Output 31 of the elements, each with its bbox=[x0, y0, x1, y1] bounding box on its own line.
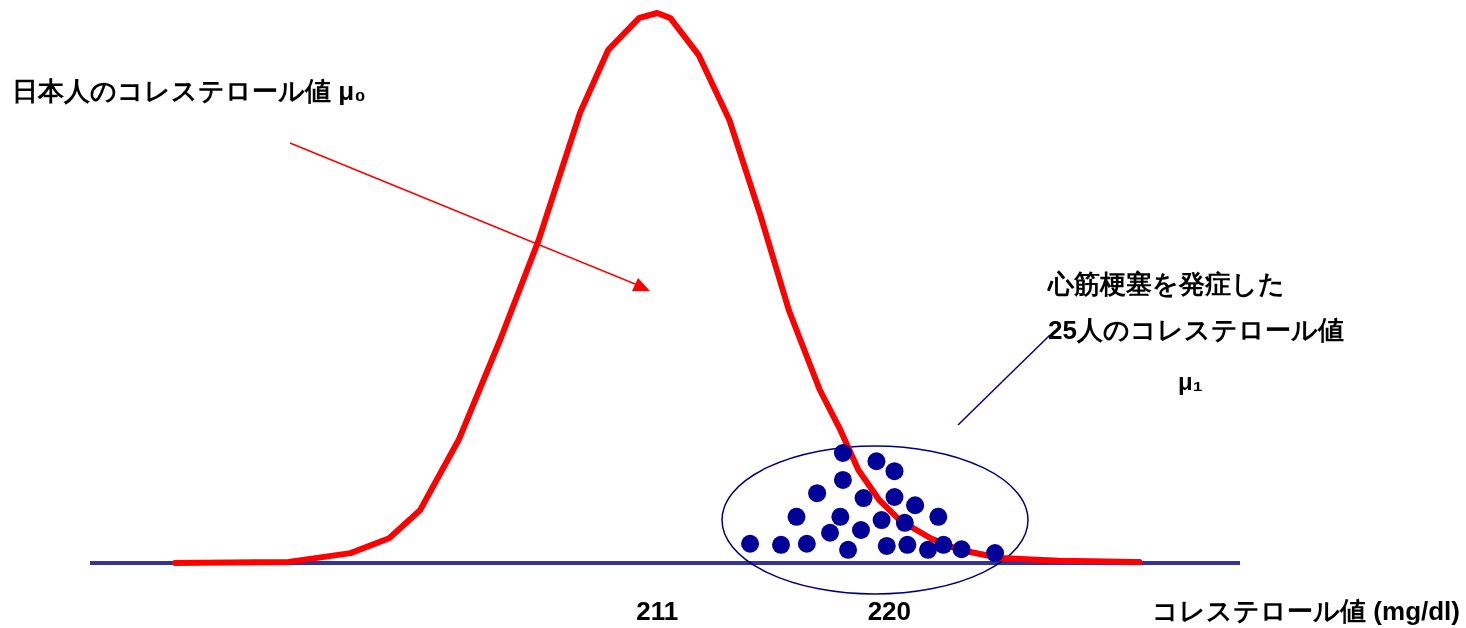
point bbox=[821, 523, 840, 542]
point bbox=[919, 540, 937, 559]
point bbox=[808, 484, 827, 503]
point bbox=[787, 507, 806, 526]
point bbox=[772, 535, 791, 554]
point bbox=[895, 513, 914, 532]
x-tick-label: 220 bbox=[867, 596, 912, 626]
point bbox=[877, 536, 896, 555]
point bbox=[797, 534, 816, 553]
x-axis-title: コレステロール値 (mg/dl) bbox=[1152, 596, 1460, 626]
point bbox=[872, 511, 891, 530]
annotation: μ₁ bbox=[1178, 368, 1203, 395]
annotation: 心筋梗塞を発症した 25人のコレステロール値 bbox=[1046, 269, 1344, 345]
point bbox=[934, 535, 953, 554]
point bbox=[831, 507, 850, 526]
point bbox=[885, 462, 904, 481]
point bbox=[833, 470, 852, 489]
annotation: 日本人のコレステロール値 μ₀ bbox=[12, 76, 366, 106]
point bbox=[839, 540, 858, 559]
point bbox=[929, 507, 948, 526]
point bbox=[851, 521, 870, 539]
point bbox=[906, 496, 925, 515]
point bbox=[867, 452, 886, 471]
point bbox=[898, 535, 917, 554]
point bbox=[741, 534, 760, 553]
point bbox=[986, 544, 1005, 563]
point bbox=[854, 489, 873, 508]
x-tick-label: 211 bbox=[636, 596, 679, 626]
point bbox=[833, 444, 852, 462]
point bbox=[885, 488, 904, 506]
point bbox=[952, 540, 971, 559]
